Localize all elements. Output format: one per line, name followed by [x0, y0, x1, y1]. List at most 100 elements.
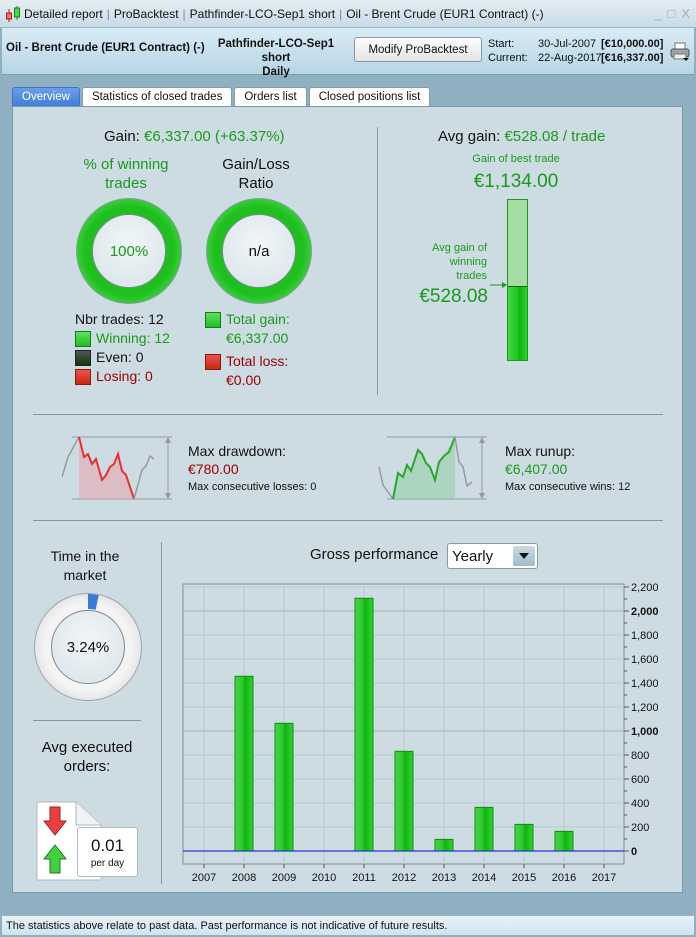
x-tick-label: 2010: [312, 872, 336, 884]
x-tick-label: 2007: [192, 872, 216, 884]
tab-bar: Overview Statistics of closed trades Ord…: [12, 87, 431, 106]
max-runup-value: €6,407.00: [505, 461, 568, 477]
bar-2013: [434, 838, 454, 852]
y-tick-label: 200: [631, 822, 649, 834]
x-tick-label: 2015: [512, 872, 536, 884]
start-label: Start:: [488, 38, 515, 50]
best-trade-label: Gain of best trade: [472, 153, 560, 165]
tab-overview[interactable]: Overview: [12, 87, 80, 106]
avg-gain-bar-fill: [508, 285, 527, 360]
time-in-market-title: Time in the market: [50, 548, 120, 583]
tab-closed-positions[interactable]: Closed positions list: [308, 87, 431, 106]
y-tick-label: 600: [631, 774, 649, 786]
x-tick-label: 2012: [392, 872, 416, 884]
max-drawdown-value: €780.00: [188, 461, 239, 477]
tab-orders-list[interactable]: Orders list: [234, 87, 307, 106]
divider: [33, 720, 141, 721]
capital-dates: Start: 30-Jul-2007 [€10,000.00] Current: 22…: [488, 37, 663, 65]
bar-2009: [274, 722, 294, 852]
y-tick-label: 1,200: [631, 702, 659, 714]
y-tick-label: 800: [631, 750, 649, 762]
runup-sparkline: [378, 436, 487, 500]
bar-2014: [474, 806, 494, 852]
y-tick-label: 2,200: [631, 582, 659, 594]
gain-loss-totals: Total gain: €6,337.00 Total loss: €0.00: [205, 310, 290, 390]
bar-2015: [514, 823, 534, 852]
losing-count: Losing: 0: [96, 368, 153, 384]
modify-probacktest-button[interactable]: Modify ProBacktest: [354, 37, 482, 62]
avg-orders-unit: per day: [90, 858, 125, 869]
gross-performance-chart: 0 200 400 600 800 1,000 1,200 1,400 1,600 1,800 2,…: [182, 582, 659, 884]
avg-orders-box: 0.01 per day: [77, 827, 138, 877]
bar-2012: [394, 750, 414, 852]
timeframe: Daily: [262, 66, 290, 78]
even-count: Even: 0: [96, 349, 144, 365]
max-consecutive-losses: Max consecutive losses: 0: [188, 481, 317, 493]
gain-label: Gain:: [104, 128, 140, 145]
time-in-market-value: 3.24%: [51, 610, 125, 684]
close-button[interactable]: X: [681, 6, 690, 21]
y-tick-label: 0: [631, 846, 637, 858]
total-gain-value: €6,337.00: [226, 330, 289, 346]
maximize-button[interactable]: □: [667, 6, 676, 21]
y-tick-label: 1,000: [631, 726, 659, 738]
divider: [33, 414, 663, 415]
start-date: 30-Jul-2007: [538, 38, 597, 50]
x-tick-label: 2014: [472, 872, 496, 884]
bar-2008: [234, 675, 254, 852]
max-runup-label: Max runup:: [505, 443, 576, 459]
winning-trades-title: % of winning trades: [83, 156, 169, 192]
trade-counts: Nbr trades: 12 Winning: 12 Even: 0 Losin…: [75, 310, 170, 386]
y-tick-label: 2,000: [631, 606, 659, 618]
x-tick-label: 2016: [552, 872, 576, 884]
max-consecutive-wins: Max consecutive wins: 12: [505, 481, 631, 493]
total-loss-value: €0.00: [226, 372, 262, 388]
gain-loss-ratio-value: n/a: [222, 214, 296, 288]
arrow-up-icon: [42, 844, 68, 874]
total-gain-swatch: [205, 312, 221, 329]
start-value: [€10,000.00]: [601, 38, 664, 50]
y-tick-label: 1,400: [631, 678, 659, 690]
breadcrumb-item[interactable]: Detailed report: [24, 6, 103, 21]
tab-statistics[interactable]: Statistics of closed trades: [81, 87, 233, 106]
chevron-down-icon[interactable]: [513, 546, 535, 566]
avg-gain-label: Avg gain:: [438, 128, 501, 145]
y-tick-label: 1,600: [631, 654, 659, 666]
time-in-market-arc: [88, 594, 99, 610]
system-name: Pathfinder-LCO-Sep1 short: [217, 38, 335, 64]
even-swatch: [75, 350, 91, 367]
section-divider: [161, 542, 162, 884]
divider: [33, 520, 663, 521]
status-bar: The statistics above relate to past data…: [2, 915, 694, 935]
avg-gain-value: €528.08 / trade: [504, 128, 606, 145]
total-gain-label: Total gain:: [226, 311, 290, 327]
drawdown-sparkline: [62, 436, 172, 500]
avg-orders-value: 0.01: [90, 836, 125, 855]
avg-executed-orders-title: Avg executed orders:: [41, 739, 133, 775]
avg-gain-bar: [507, 199, 528, 361]
x-tick-label: 2017: [592, 872, 616, 884]
breadcrumb-item[interactable]: Oil - Brent Crude (EUR1 Contract) (-): [346, 6, 544, 21]
breadcrumb-item[interactable]: ProBacktest: [113, 6, 179, 21]
winning-count: Winning: 12: [96, 330, 170, 346]
max-drawdown-label: Max drawdown:: [188, 443, 287, 459]
bar-2011: [354, 597, 374, 852]
gross-performance-label: Gross performance: [310, 546, 439, 563]
y-tick-label: 1,800: [631, 630, 659, 642]
minimize-button[interactable]: _: [654, 6, 662, 21]
system-info: Pathfinder-LCO-Sep1 short Daily: [202, 37, 350, 79]
breadcrumb-item[interactable]: Pathfinder-LCO-Sep1 short: [189, 6, 336, 21]
title-bar: Detailed report | ProBacktest | Pathfinder…: [0, 0, 696, 28]
winning-swatch: [75, 331, 91, 348]
period-select[interactable]: Yearly: [447, 543, 538, 569]
x-tick-label: 2013: [432, 872, 456, 884]
printer-icon[interactable]: [670, 42, 690, 62]
x-tick-label: 2011: [352, 872, 376, 884]
period-selected: Yearly: [452, 547, 494, 565]
winning-pct-value: 100%: [92, 214, 166, 288]
x-tick-label: 2009: [272, 872, 296, 884]
current-label: Current:: [488, 52, 528, 64]
total-loss-swatch: [205, 354, 221, 371]
arrow-down-icon: [42, 806, 68, 836]
current-date: 22-Aug-2017: [538, 52, 602, 64]
